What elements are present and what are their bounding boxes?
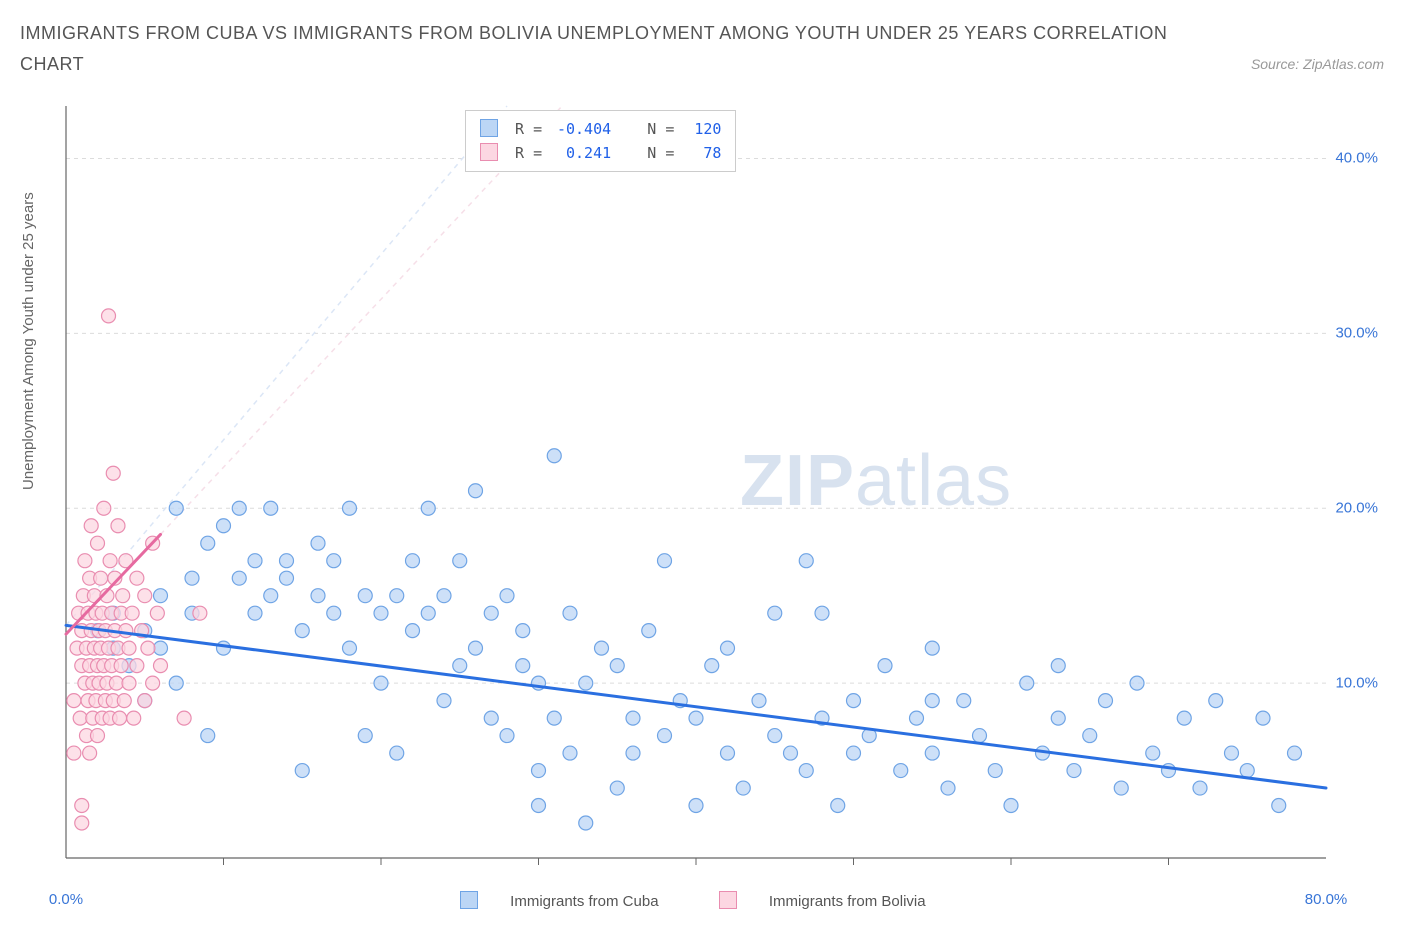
y-tick-label: 20.0%: [1335, 500, 1378, 517]
scatter-chart: [60, 100, 1386, 880]
chart-title: IMMIGRANTS FROM CUBA VS IMMIGRANTS FROM …: [20, 18, 1186, 79]
y-tick-label: 10.0%: [1335, 675, 1378, 692]
y-axis-label: Unemployment Among Youth under 25 years: [20, 192, 37, 490]
r-value-cuba: -0.404: [551, 117, 611, 141]
x-tick-label: 0.0%: [49, 891, 83, 908]
n-label: N =: [647, 144, 674, 162]
legend-item-bolivia: Immigrants from Bolivia: [719, 893, 954, 910]
n-value-cuba: 120: [683, 117, 721, 141]
correlation-legend: R = -0.404 N = 120 R = 0.241 N = 78: [465, 110, 736, 172]
r-value-bolivia: 0.241: [551, 141, 611, 165]
legend-label-cuba: Immigrants from Cuba: [510, 893, 658, 910]
legend-row-bolivia: R = 0.241 N = 78: [480, 141, 721, 165]
r-label: R =: [515, 144, 542, 162]
legend-swatch-cuba: [480, 119, 498, 137]
source-label: Source: ZipAtlas.com: [1251, 56, 1384, 72]
legend-row-cuba: R = -0.404 N = 120: [480, 117, 721, 141]
series-legend: Immigrants from Cuba Immigrants from Bol…: [460, 891, 982, 910]
chart-area: R = -0.404 N = 120 R = 0.241 N = 78 ZIPa…: [60, 100, 1386, 880]
legend-swatch-cuba: [460, 891, 478, 909]
y-tick-label: 40.0%: [1335, 150, 1378, 167]
n-value-bolivia: 78: [683, 141, 721, 165]
legend-swatch-bolivia: [719, 891, 737, 909]
legend-label-bolivia: Immigrants from Bolivia: [769, 893, 926, 910]
x-tick-label: 80.0%: [1305, 891, 1348, 908]
legend-swatch-bolivia: [480, 143, 498, 161]
legend-item-cuba: Immigrants from Cuba: [460, 893, 691, 910]
y-tick-label: 30.0%: [1335, 325, 1378, 342]
r-label: R =: [515, 120, 542, 138]
n-label: N =: [647, 120, 674, 138]
